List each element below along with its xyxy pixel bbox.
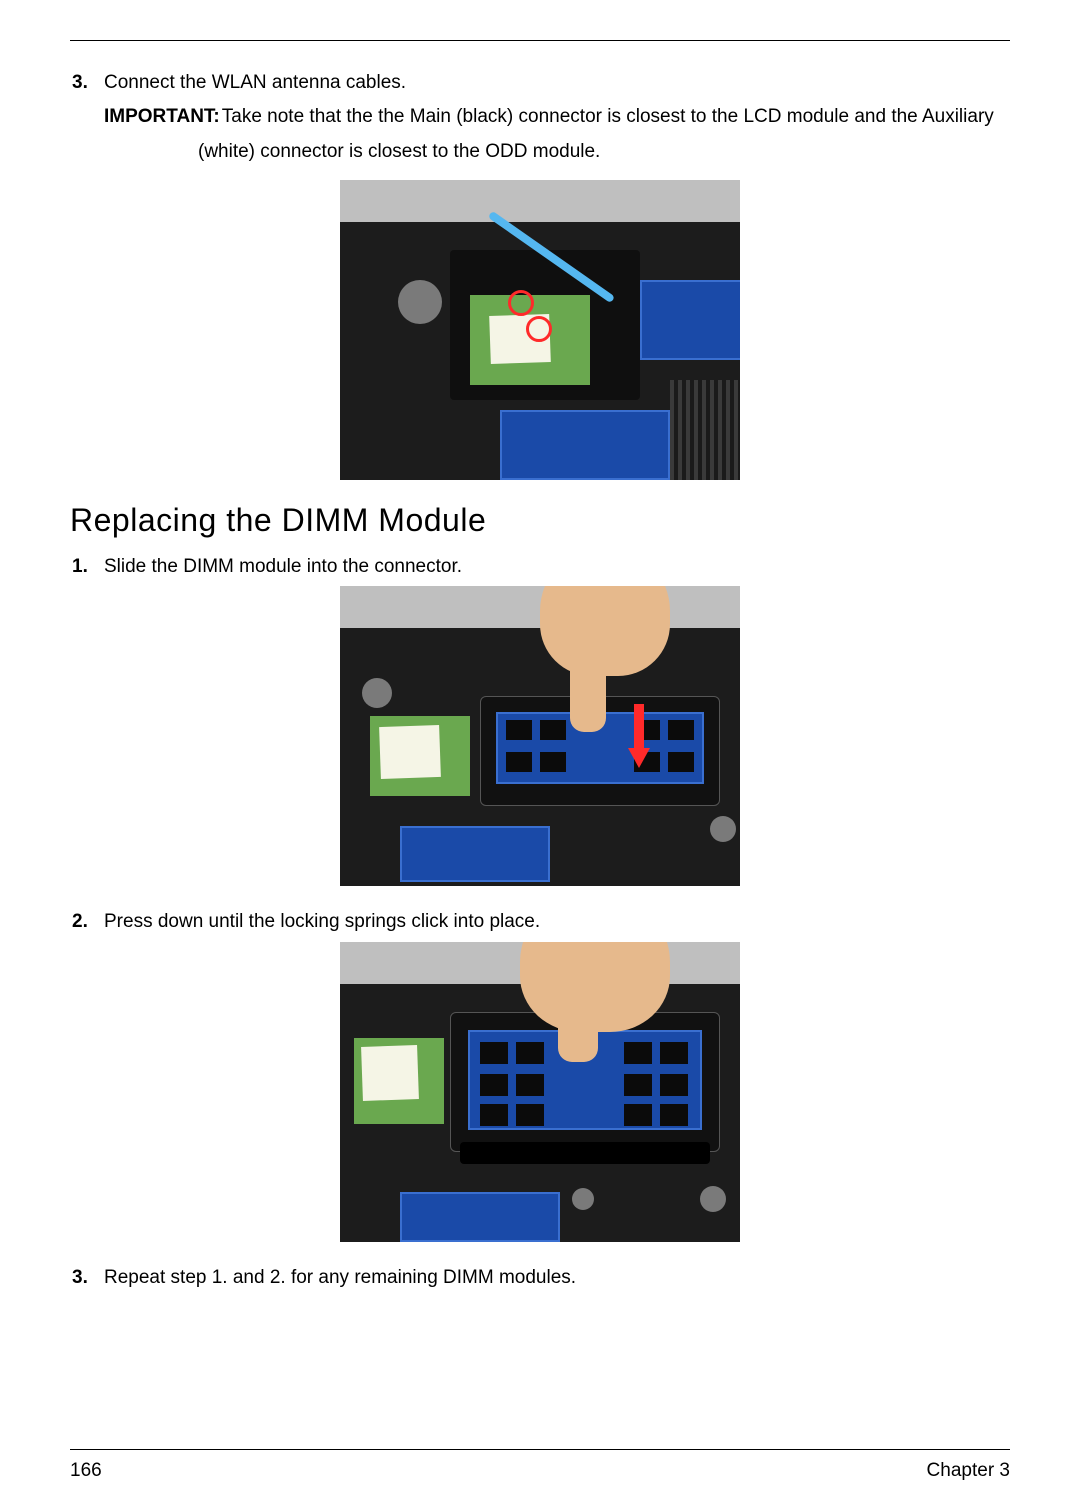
step-text: Press down until the locking springs cli…	[104, 908, 1010, 936]
important-text-line1: Take note that the the Main (black) conn…	[222, 103, 1010, 131]
bottom-rule	[70, 1449, 1010, 1450]
step-number: 3.	[70, 69, 104, 97]
dimm-step-3: 3. Repeat step 1. and 2. for any remaini…	[70, 1264, 1010, 1292]
figure-dimm-press	[70, 942, 1010, 1242]
page-number: 166	[70, 1460, 102, 1482]
step-number: 2.	[70, 908, 104, 936]
chapter-label: Chapter 3	[927, 1460, 1010, 1482]
page-footer: 166 Chapter 3	[70, 1460, 1010, 1482]
step-number: 1.	[70, 553, 104, 581]
dimm-step-2: 2. Press down until the locking springs …	[70, 908, 1010, 936]
top-rule	[70, 40, 1010, 41]
wlan-step-3: 3. Connect the WLAN antenna cables.	[70, 69, 1010, 97]
figure-dimm-insert	[70, 586, 1010, 886]
dimm-insert-photo	[340, 586, 740, 886]
important-note: IMPORTANT: Take note that the the Main (…	[104, 103, 1010, 131]
dimm-press-photo	[340, 942, 740, 1242]
step-text: Connect the WLAN antenna cables.	[104, 69, 1010, 97]
step-number: 3.	[70, 1264, 104, 1292]
important-text-line2: (white) connector is closest to the ODD …	[198, 138, 1010, 166]
step-text: Slide the DIMM module into the connector…	[104, 553, 1010, 581]
figure-wlan	[70, 180, 1010, 480]
step-text: Repeat step 1. and 2. for any remaining …	[104, 1264, 1010, 1292]
manual-page: 3. Connect the WLAN antenna cables. IMPO…	[0, 0, 1080, 1512]
wlan-antenna-photo	[340, 180, 740, 480]
arrow-down-icon	[628, 704, 650, 768]
dimm-step-1: 1. Slide the DIMM module into the connec…	[70, 553, 1010, 581]
important-label: IMPORTANT:	[104, 103, 222, 131]
section-heading: Replacing the DIMM Module	[70, 502, 1010, 539]
